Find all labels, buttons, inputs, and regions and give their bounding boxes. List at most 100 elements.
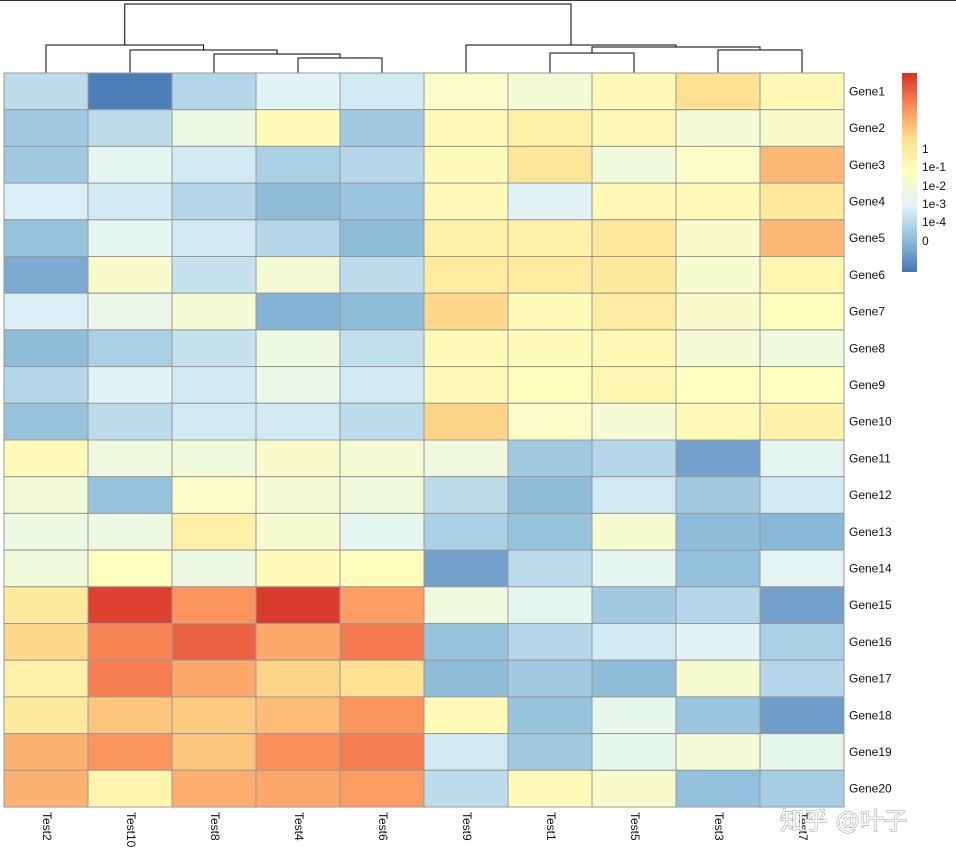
heatmap-cell [675, 733, 761, 771]
heatmap-cell [87, 549, 173, 588]
heatmap-cell [3, 659, 89, 698]
heatmap-cell [423, 256, 509, 294]
heatmap-cell [675, 402, 761, 441]
heatmap-cell [171, 329, 257, 368]
heatmap-cell [423, 696, 509, 735]
heatmap-cell [171, 402, 257, 441]
heatmap-cell [255, 512, 341, 551]
heatmap-cell [675, 72, 761, 111]
heatmap-cell [255, 329, 341, 368]
heatmap-cell [339, 182, 425, 221]
heatmap-cell [423, 366, 509, 404]
column-label: Test5 [628, 812, 642, 841]
heatmap-cell [675, 549, 761, 588]
heatmap-cell [255, 659, 341, 698]
heatmap-cell [339, 256, 425, 294]
legend-label: 0 [922, 234, 929, 248]
heatmap-cell [591, 769, 677, 808]
heatmap-cell [423, 586, 509, 624]
row-label: Gene19 [849, 745, 892, 759]
heatmap-cell [507, 292, 593, 331]
heatmap-cell [675, 586, 761, 624]
heatmap-cell [339, 696, 425, 735]
dendrogram-link [124, 3, 572, 45]
row-label: Gene3 [849, 158, 885, 172]
heatmap-cell [255, 696, 341, 735]
heatmap-cell [759, 219, 845, 258]
heatmap-cell [255, 366, 341, 404]
heatmap-cell [423, 733, 509, 771]
heatmap-cell [171, 182, 257, 221]
dendrogram-link [465, 44, 677, 73]
color-legend: 1 1e-1 1e-2 1e-3 1e-4 0 [902, 73, 946, 272]
heatmap-cell [255, 586, 341, 624]
heatmap-cell [507, 109, 593, 147]
heatmap-cell [591, 439, 677, 478]
heatmap-cell [3, 219, 89, 258]
heatmap-cell [3, 292, 89, 331]
heatmap-cell [675, 329, 761, 368]
heatmap-cell [759, 549, 845, 588]
heatmap-cell [759, 586, 845, 624]
legend-label: 1 [922, 142, 929, 156]
heatmap-cell [339, 769, 425, 808]
heatmap-cell [759, 72, 845, 111]
heatmap-cell [591, 292, 677, 331]
heatmap-cell [171, 549, 257, 588]
heatmap-cell [759, 512, 845, 551]
heatmap-cell [591, 733, 677, 771]
column-label: Test6 [376, 812, 390, 841]
heatmap-cell [255, 402, 341, 441]
heatmap-cell [591, 109, 677, 147]
heatmap-cell [87, 72, 173, 111]
heatmap-cell [423, 329, 509, 368]
heatmap-cell [507, 769, 593, 808]
heatmap-cell [171, 623, 257, 661]
heatmap-cell [675, 256, 761, 294]
heatmap-cell [3, 586, 89, 624]
heatmap-cell [507, 549, 593, 588]
heatmap-cell [591, 402, 677, 441]
heatmap-cell [507, 329, 593, 368]
heatmap-cell [87, 366, 173, 404]
row-label: Gene14 [849, 561, 892, 575]
heatmap-cell [255, 72, 341, 111]
heatmap-cell [507, 72, 593, 111]
heatmap-cell [3, 256, 89, 294]
heatmap-cell [423, 769, 509, 808]
row-label: Gene4 [849, 194, 885, 208]
heatmap-cell [423, 659, 509, 698]
column-label: Test1 [544, 812, 558, 841]
heatmap-cell [759, 623, 845, 661]
heatmap-cell [339, 512, 425, 551]
heatmap-cell [339, 109, 425, 147]
heatmap-cell [255, 439, 341, 478]
heatmap-cell [339, 329, 425, 368]
heatmap-cell [255, 219, 341, 258]
heatmap-cell [423, 72, 509, 111]
heatmap-cell [87, 292, 173, 331]
heatmap-cell [339, 402, 425, 441]
legend-label: 1e-4 [922, 215, 946, 229]
heatmap-cell [507, 402, 593, 441]
heatmap-cell [759, 292, 845, 331]
heatmap-cell [675, 623, 761, 661]
heatmap-cell [675, 659, 761, 698]
heatmap-cell [255, 733, 341, 771]
row-label: Gene11 [849, 451, 891, 465]
heatmap-cell [423, 476, 509, 514]
heatmap-cell [675, 512, 761, 551]
heatmap-cell [3, 696, 89, 735]
heatmap-cell [3, 733, 89, 771]
heatmap-cell [591, 182, 677, 221]
heatmap-cell [87, 329, 173, 368]
heatmap-cell [3, 769, 89, 808]
heatmap-cell [591, 256, 677, 294]
heatmap-cell [3, 72, 89, 111]
heatmap-cell [3, 512, 89, 551]
heatmap-cell [339, 219, 425, 258]
heatmap-cell [3, 439, 89, 478]
row-label: Gene6 [849, 268, 885, 282]
heatmap-cell [3, 623, 89, 661]
